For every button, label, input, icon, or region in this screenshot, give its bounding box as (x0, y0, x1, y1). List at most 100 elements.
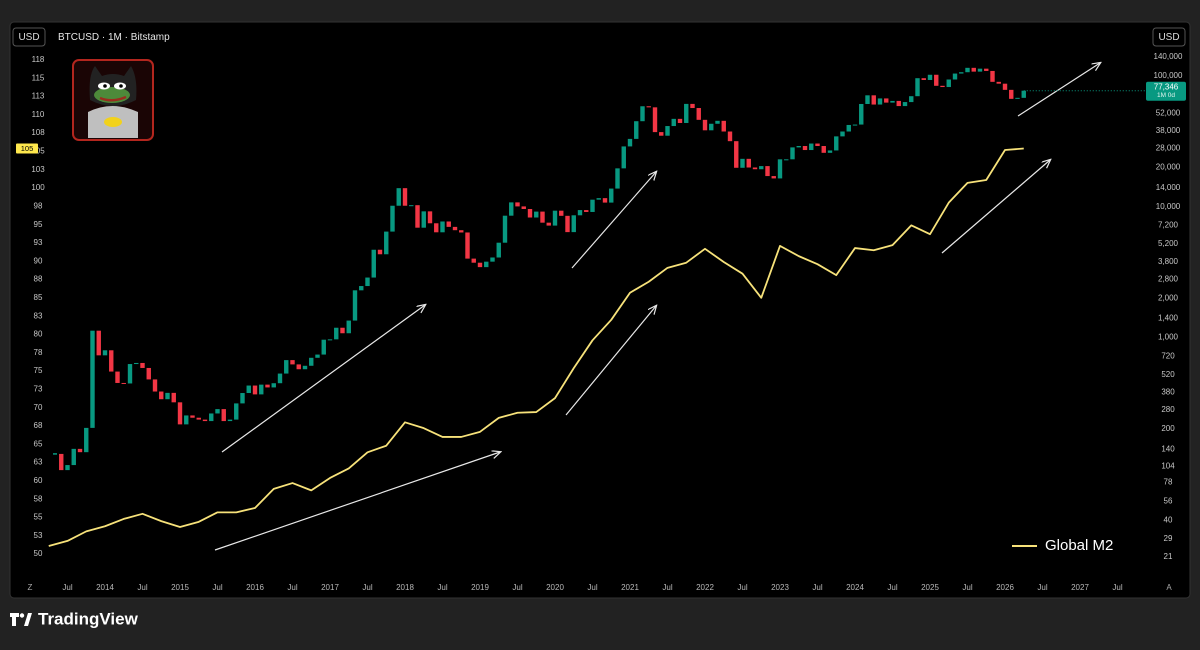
candle-body (509, 202, 514, 216)
y-tick-label: 75 (34, 366, 43, 375)
candle-body (971, 67, 976, 72)
candle-body (684, 103, 689, 123)
candle-body (334, 327, 339, 340)
candle-body (921, 78, 926, 80)
candle-body (421, 211, 426, 228)
candle-body (209, 413, 214, 422)
x-tick-label: 2015 (171, 583, 189, 592)
x-tick-label: 2017 (321, 583, 339, 592)
candle-body (934, 74, 939, 86)
plot-area (48, 67, 1145, 547)
candle-body (284, 360, 289, 374)
currency-button[interactable] (12, 27, 46, 47)
trend-arrow (214, 452, 500, 551)
currency-label: USD (18, 32, 39, 43)
candle-body (59, 453, 64, 471)
y-tick-label: 65 (34, 439, 43, 448)
x-tick-label: Jul (437, 583, 447, 592)
candle-body (902, 102, 908, 107)
y-tick-label: 53 (34, 531, 43, 540)
candle-body (165, 392, 170, 400)
candle-body (477, 262, 483, 268)
candle-body (221, 409, 226, 422)
y2-tick-label: 104 (1161, 461, 1175, 470)
y2-tick-label: 280 (1161, 405, 1175, 414)
candle-body (534, 211, 539, 218)
y-tick-label: 80 (34, 330, 43, 339)
candle-body (621, 146, 626, 169)
candle-body (340, 327, 345, 334)
candle-body (634, 121, 639, 139)
candle-body (409, 205, 414, 207)
candle-body (402, 188, 408, 206)
x-tick-label: Jul (812, 583, 822, 592)
candle-body (277, 373, 283, 384)
price-badge (1146, 81, 1186, 101)
candle-body (365, 277, 370, 287)
candle-body (677, 118, 683, 123)
candle-body (984, 68, 989, 71)
candle-body (396, 188, 401, 206)
candle-body (102, 350, 108, 356)
y-tick-label: 115 (32, 73, 45, 82)
candle-body (446, 221, 451, 227)
y2-tick-label: 140,000 (1154, 52, 1183, 61)
candle-body (996, 81, 1001, 84)
candle-body (734, 141, 739, 168)
y-tick-label: 93 (34, 238, 43, 247)
y-tick-label: 73 (34, 384, 43, 393)
candle-body (227, 419, 233, 422)
candle-body (252, 385, 258, 395)
y2-tick-label: 40 (1164, 516, 1173, 525)
y-tick-label: 100 (31, 183, 45, 192)
candle-body (871, 95, 876, 105)
candle-body (159, 391, 164, 400)
x-tick-label: 2027 (1071, 583, 1089, 592)
x-tick-label: 2014 (96, 583, 114, 592)
series-line (48, 147, 1024, 547)
trend-arrow (565, 306, 656, 416)
candle-body (959, 72, 964, 74)
y2-tick-label: 10,000 (1156, 202, 1181, 211)
scale-button[interactable]: A (1166, 583, 1172, 592)
candle-body (815, 143, 820, 147)
x-tick-label: Jul (62, 583, 72, 592)
x-tick-label: 2018 (396, 583, 414, 592)
candle-body (771, 176, 776, 179)
candle-body (265, 384, 270, 388)
y-tick-label: 68 (34, 421, 43, 430)
y2-tick-label: 20,000 (1156, 163, 1181, 172)
candle-body (646, 106, 651, 108)
y-tick-label: 103 (31, 165, 45, 174)
y2-tick-label: 14,000 (1156, 183, 1181, 192)
scale-button[interactable]: Z (28, 583, 33, 592)
avatar (72, 59, 154, 141)
candle-body (927, 74, 933, 80)
candle-body (790, 147, 795, 160)
candle-body (1009, 89, 1014, 99)
legend-label: Global M2 (1045, 537, 1113, 554)
y2-tick-label: 3,800 (1158, 257, 1179, 266)
candle-body (765, 166, 770, 177)
candle-body (521, 206, 526, 210)
candle-body (865, 95, 870, 104)
y-tick-label: 55 (34, 513, 43, 522)
y2-tick-label: 5,200 (1158, 239, 1179, 248)
candle-body (440, 221, 445, 233)
candle-body (859, 103, 864, 125)
candle-body (352, 290, 358, 321)
trend-arrow (1017, 63, 1100, 117)
candle-body (546, 222, 551, 226)
y-tick-label: 70 (34, 403, 43, 412)
y-tick-label: 50 (34, 549, 43, 558)
candle-body (77, 448, 83, 453)
candle-body (1021, 90, 1026, 98)
y-tick-label: 118 (32, 55, 45, 64)
candle-body (315, 354, 320, 358)
currency-button[interactable] (1152, 27, 1186, 47)
candle-body (184, 415, 189, 425)
x-tick-label: Jul (662, 583, 672, 592)
candle-body (152, 379, 158, 392)
candle-body (846, 124, 851, 132)
